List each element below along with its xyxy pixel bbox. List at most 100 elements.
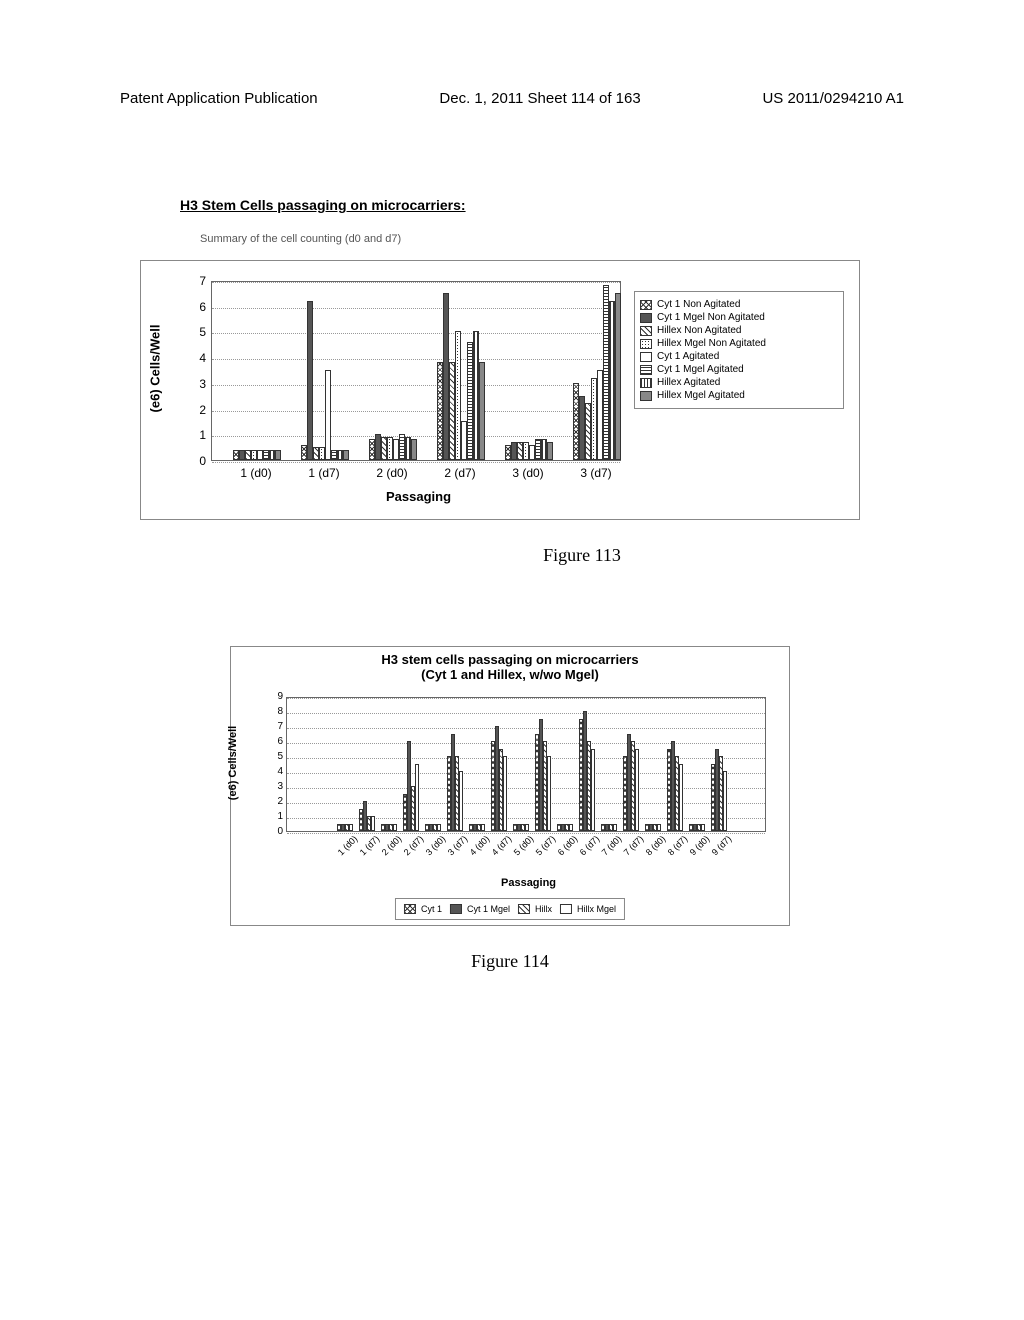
chart2-bar [569, 824, 573, 832]
chart1-xtick: 2 (d7) [444, 466, 475, 480]
chart2-ytick: 0 [263, 826, 283, 837]
header-center: Dec. 1, 2011 Sheet 114 of 163 [439, 90, 640, 107]
chart2-ytick: 5 [263, 751, 283, 762]
chart2-ytick: 8 [263, 706, 283, 717]
chart2-xtick: 9 (d7) [710, 834, 734, 858]
legend-swatch [450, 904, 462, 914]
chart1-ytick: 0 [186, 454, 206, 468]
legend-label: Hillx [535, 904, 552, 914]
legend-swatch [640, 365, 652, 375]
legend-swatch [640, 300, 652, 310]
legend-swatch [640, 326, 652, 336]
chart1-ytick: 3 [186, 377, 206, 391]
chart2-xtick: 9 (d0) [688, 834, 712, 858]
chart2: H3 stem cells passaging on microcarriers… [230, 646, 790, 926]
chart1-bar [411, 439, 417, 460]
chart2-xtick: 5 (d7) [534, 834, 558, 858]
chart1-xlabel: Passaging [386, 489, 451, 504]
legend-swatch [640, 378, 652, 388]
chart2-bar [635, 749, 639, 832]
chart2-title-line1: H3 stem cells passaging on microcarriers [231, 652, 789, 667]
legend-label: Hillex Non Agitated [657, 325, 742, 336]
chart2-bar [393, 824, 397, 832]
chart2-xtick: 3 (d7) [446, 834, 470, 858]
chart2-bar [679, 764, 683, 832]
legend-swatch [640, 391, 652, 401]
header-right: US 2011/0294210 A1 [762, 90, 904, 107]
figure-114-caption: Figure 114 [230, 951, 790, 972]
legend-swatch [560, 904, 572, 914]
legend-item: Hillex Mgel Non Agitated [640, 338, 838, 349]
legend-item: Cyt 1 [404, 904, 442, 914]
chart1-ytick: 2 [186, 403, 206, 417]
chart2-ytick: 2 [263, 796, 283, 807]
legend-item: Cyt 1 Non Agitated [640, 299, 838, 310]
chart2-ytick: 4 [263, 766, 283, 777]
chart2-bar [657, 824, 661, 832]
chart1-ytick: 1 [186, 428, 206, 442]
legend-swatch [640, 313, 652, 323]
chart2-xtick: 3 (d0) [424, 834, 448, 858]
chart1-xtick: 1 (d7) [308, 466, 339, 480]
chart2-xtick: 8 (d7) [666, 834, 690, 858]
chart2-xtick: 2 (d7) [402, 834, 426, 858]
chart2-bar [701, 824, 705, 832]
legend-swatch [640, 339, 652, 349]
chart1-ytick: 7 [186, 274, 206, 288]
chart1-xtick: 3 (d0) [512, 466, 543, 480]
chart2-title-line2: (Cyt 1 and Hillex, w/wo Mgel) [231, 667, 789, 682]
chart2-xtick: 7 (d0) [600, 834, 624, 858]
chart2-ytick: 7 [263, 721, 283, 732]
chart1-legend: Cyt 1 Non Agitated Cyt 1 Mgel Non Agitate… [634, 291, 844, 409]
legend-swatch [640, 352, 652, 362]
chart1-ytick: 4 [186, 351, 206, 365]
chart2-ytick: 9 [263, 691, 283, 702]
chart2-bar [415, 764, 419, 832]
legend-item: Hillex Mgel Agitated [640, 390, 838, 401]
legend-item: Hillx [518, 904, 552, 914]
chart2-bar [481, 824, 485, 832]
chart2-ytick: 3 [263, 781, 283, 792]
legend-label: Hillex Agitated [657, 377, 720, 388]
chart1-bar [615, 293, 621, 460]
chart1-ytick: 6 [186, 300, 206, 314]
chart2-plot-area [286, 697, 766, 832]
legend-item: Hillx Mgel [560, 904, 616, 914]
legend-label: Cyt 1 [421, 904, 442, 914]
legend-label: Hillex Mgel Non Agitated [657, 338, 766, 349]
chart1-bar [547, 442, 553, 460]
chart1-xtick: 1 (d0) [240, 466, 271, 480]
chart1-plot-area [211, 281, 621, 461]
chart2-legend: Cyt 1 Cyt 1 Mgel Hillx Hillx Mgel [395, 898, 625, 920]
chart2-xtick: 4 (d0) [468, 834, 492, 858]
chart2-xtick: 6 (d7) [578, 834, 602, 858]
legend-label: Cyt 1 Non Agitated [657, 299, 740, 310]
chart2-bar [371, 816, 375, 831]
chart1: (e6) Cells/Well 01234567 1 (d0)1 (d7)2 (… [140, 260, 860, 520]
header-left: Patent Application Publication [120, 90, 318, 107]
chart2-xtick: 8 (d0) [644, 834, 668, 858]
chart2-bar [437, 824, 441, 832]
legend-item: Cyt 1 Mgel [450, 904, 510, 914]
legend-swatch [518, 904, 530, 914]
chart2-bar [525, 824, 529, 832]
section-subtitle: Summary of the cell counting (d0 and d7) [200, 233, 1024, 245]
legend-item: Cyt 1 Agitated [640, 351, 838, 362]
legend-label: Hillx Mgel [577, 904, 616, 914]
chart1-bar [307, 301, 313, 460]
chart1-xtick: 3 (d7) [580, 466, 611, 480]
chart1-bar [325, 370, 331, 460]
chart2-xtick: 5 (d0) [512, 834, 536, 858]
chart1-bar [275, 450, 281, 460]
chart2-xtick: 1 (d7) [358, 834, 382, 858]
chart2-bar [723, 771, 727, 831]
chart2-bar [547, 756, 551, 831]
legend-label: Cyt 1 Mgel Agitated [657, 364, 744, 375]
legend-label: Cyt 1 Agitated [657, 351, 719, 362]
legend-label: Cyt 1 Mgel Non Agitated [657, 312, 765, 323]
chart2-bar [503, 756, 507, 831]
chart2-bar [349, 824, 353, 832]
chart2-bar [459, 771, 463, 831]
chart1-ytick: 5 [186, 325, 206, 339]
chart2-ytick: 6 [263, 736, 283, 747]
